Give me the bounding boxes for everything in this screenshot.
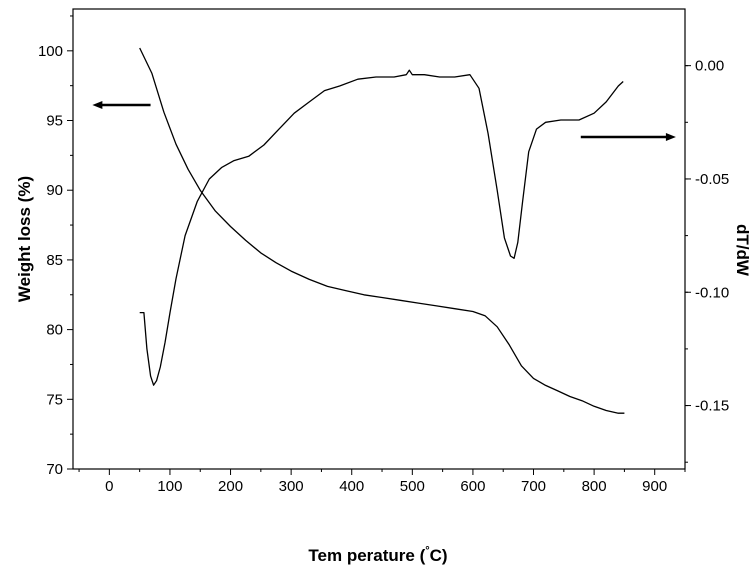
y-right-tick-label: -0.10 (695, 284, 729, 301)
left-axis-arrow-head (92, 101, 103, 109)
y-left-tick-label: 80 (46, 322, 63, 339)
dtg-line (139, 69, 624, 386)
y-left-tick-label: 90 (46, 182, 63, 199)
x-axis-title-main: Tem perature ( (308, 546, 425, 565)
y-right-tick-label: -0.15 (695, 398, 729, 415)
x-tick-label: 300 (279, 478, 304, 495)
y-right-tick-label: 0.00 (695, 58, 724, 75)
x-tick-label: 100 (157, 478, 182, 495)
y-left-tick-label: 85 (46, 252, 63, 269)
x-tick-label: 400 (339, 478, 364, 495)
y-right-tick-label: -0.05 (695, 171, 729, 188)
y-left-axis-title: Weight loss (%) (15, 176, 34, 302)
x-tick-label: 500 (400, 478, 425, 495)
y-left-tick-label: 75 (46, 391, 63, 408)
arrows-layer (92, 101, 676, 141)
x-axis-title: Tem perature (°C) (308, 545, 447, 565)
y-left-tick-label: 95 (46, 113, 63, 130)
x-axis-title-unit-degree: ° (425, 545, 429, 557)
x-tick-label: 600 (460, 478, 485, 495)
ticks-layer: 0 100 200 300 400 500 600 700 800 900 70 75 80 85 90 95… (38, 15, 729, 495)
x-tick-label: 700 (521, 478, 546, 495)
right-axis-arrow-head (665, 133, 676, 141)
y-right-axis-title: dT/dW (733, 224, 752, 277)
x-tick-label: 800 (582, 478, 607, 495)
y-left-tick-label: 70 (46, 461, 63, 478)
y-left-tick-label: 100 (38, 43, 63, 60)
series-layer (139, 47, 625, 414)
x-tick-label: 0 (105, 478, 113, 495)
x-axis-title-unit-c: C (430, 546, 442, 565)
x-tick-label: 200 (218, 478, 243, 495)
plot-frame (72, 8, 686, 470)
weight-loss-line (139, 47, 625, 414)
x-tick-label: 900 (642, 478, 667, 495)
x-axis-title-close: ) (442, 546, 448, 565)
